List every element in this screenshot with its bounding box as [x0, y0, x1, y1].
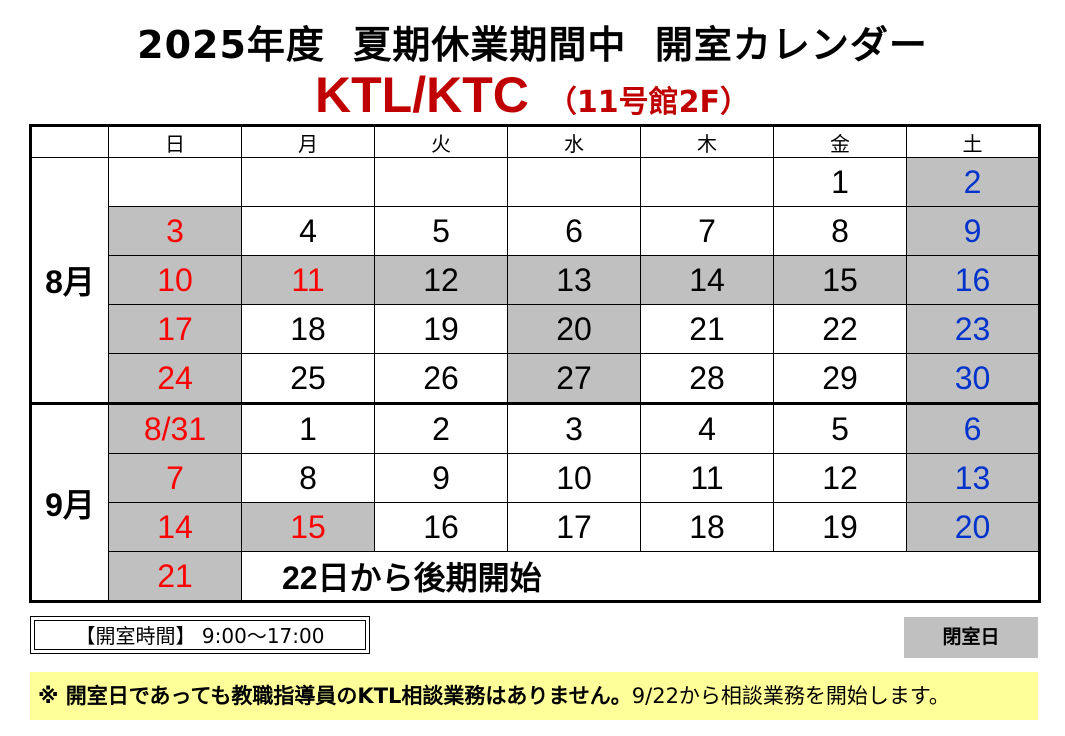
day-cell [640, 157, 774, 207]
notice-normal-text: 9/22から相談業務を開始します。 [631, 684, 950, 708]
subtitle-location: （11号館2F） [546, 85, 750, 120]
day-cell: 7 [108, 453, 242, 503]
day-cell: 28 [640, 353, 774, 404]
day-cell [374, 157, 508, 207]
day-cell: 14 [108, 502, 242, 552]
weekday-header: 日 [108, 125, 242, 158]
week-row: 14 15 16 17 18 19 20 [31, 502, 1040, 552]
day-cell: 17 [108, 304, 242, 354]
header-corner-cell [30, 125, 109, 158]
day-cell: 26 [374, 353, 508, 404]
week-row: 7 8 9 10 11 12 13 [31, 453, 1040, 503]
day-cell: 12 [773, 453, 907, 503]
notice-bold-text: ※ 開室日であっても教職指導員のKTL相談業務はありません。 [38, 684, 632, 708]
week-row: 8月 1 2 [30, 157, 1040, 404]
opening-hours-label: 【開室時間】 9:00～17:00 [34, 620, 366, 650]
day-cell [241, 157, 375, 207]
weekday-header: 金 [773, 125, 907, 158]
day-cell [108, 157, 242, 207]
day-cell: 5 [773, 402, 907, 454]
day-cell: 27 [507, 353, 641, 404]
day-cell: 12 [374, 255, 508, 305]
page-subtitle: KTL/KTC （11号館2F） [0, 66, 1065, 124]
day-cell: 14 [640, 255, 774, 305]
day-cell: 9 [374, 453, 508, 503]
day-cell: 2 [374, 402, 508, 454]
day-cell: 4 [241, 206, 375, 256]
day-cell: 2 [906, 157, 1040, 207]
day-cell: 19 [773, 502, 907, 552]
day-cell: 10 [507, 453, 641, 503]
day-cell: 9 [906, 206, 1040, 256]
day-cell: 20 [906, 502, 1040, 552]
weekday-header: 木 [640, 125, 774, 158]
day-cell: 16 [374, 502, 508, 552]
notice-banner: ※ 開室日であっても教職指導員のKTL相談業務はありません。9/22から相談業務… [30, 672, 1038, 720]
day-cell: 13 [507, 255, 641, 305]
week-row: 17 18 19 20 21 22 23 [31, 304, 1040, 354]
month-label: 8月 [30, 157, 109, 404]
weekday-header: 土 [906, 125, 1040, 158]
weekday-header: 火 [374, 125, 508, 158]
closed-day-legend: 閉室日 [904, 617, 1038, 658]
opening-hours-box: 【開室時間】 9:00～17:00 [30, 616, 370, 654]
day-cell: 7 [640, 206, 774, 256]
month-label: 9月 [30, 402, 109, 602]
week-row: 24 25 26 27 28 29 30 [31, 353, 1040, 404]
day-cell: 15 [773, 255, 907, 305]
day-cell: 4 [640, 402, 774, 454]
day-cell: 8/31 [108, 402, 242, 454]
day-cell: 17 [507, 502, 641, 552]
day-cell: 3 [507, 402, 641, 454]
day-cell: 13 [906, 453, 1040, 503]
weekday-header: 水 [507, 125, 641, 158]
day-cell: 20 [507, 304, 641, 354]
day-cell: 30 [906, 353, 1040, 404]
day-cell: 23 [906, 304, 1040, 354]
calendar-table: 日月火水木金土 8月 1 2 3 4 5 6 7 8 9 10 11 12 13 14 15 16 17 18 19 20… [29, 124, 1041, 603]
day-cell: 29 [773, 353, 907, 404]
day-cell: 6 [507, 206, 641, 256]
day-cell: 22 [773, 304, 907, 354]
subtitle-main: KTL/KTC [315, 67, 529, 123]
week-row: 10 11 12 13 14 15 16 [31, 255, 1040, 305]
day-cell: 1 [773, 157, 907, 207]
day-cell: 18 [640, 502, 774, 552]
day-cell: 24 [108, 353, 242, 404]
day-cell: 18 [241, 304, 375, 354]
week-row: 21 22日から後期開始 [31, 551, 1040, 602]
day-cell [507, 157, 641, 207]
day-cell: 10 [108, 255, 242, 305]
day-cell: 15 [241, 502, 375, 552]
weekday-header-row: 日月火水木金土 [30, 125, 1040, 158]
day-cell: 11 [241, 255, 375, 305]
page-title: 2025年度 夏期休業期間中 開室カレンダー [137, 23, 928, 67]
day-cell: 5 [374, 206, 508, 256]
day-cell: 8 [773, 206, 907, 256]
day-cell: 3 [108, 206, 242, 256]
day-cell: 25 [241, 353, 375, 404]
day-cell: 8 [241, 453, 375, 503]
day-cell: 16 [906, 255, 1040, 305]
term-start-note: 22日から後期開始 [241, 551, 1040, 602]
day-cell: 6 [906, 402, 1040, 454]
day-cell: 21 [640, 304, 774, 354]
week-row: 9月 8/31 1 2 3 4 5 6 [30, 402, 1040, 602]
weekday-header: 月 [241, 125, 375, 158]
day-cell: 21 [108, 551, 242, 602]
day-cell: 1 [241, 402, 375, 454]
day-cell: 19 [374, 304, 508, 354]
day-cell: 11 [640, 453, 774, 503]
